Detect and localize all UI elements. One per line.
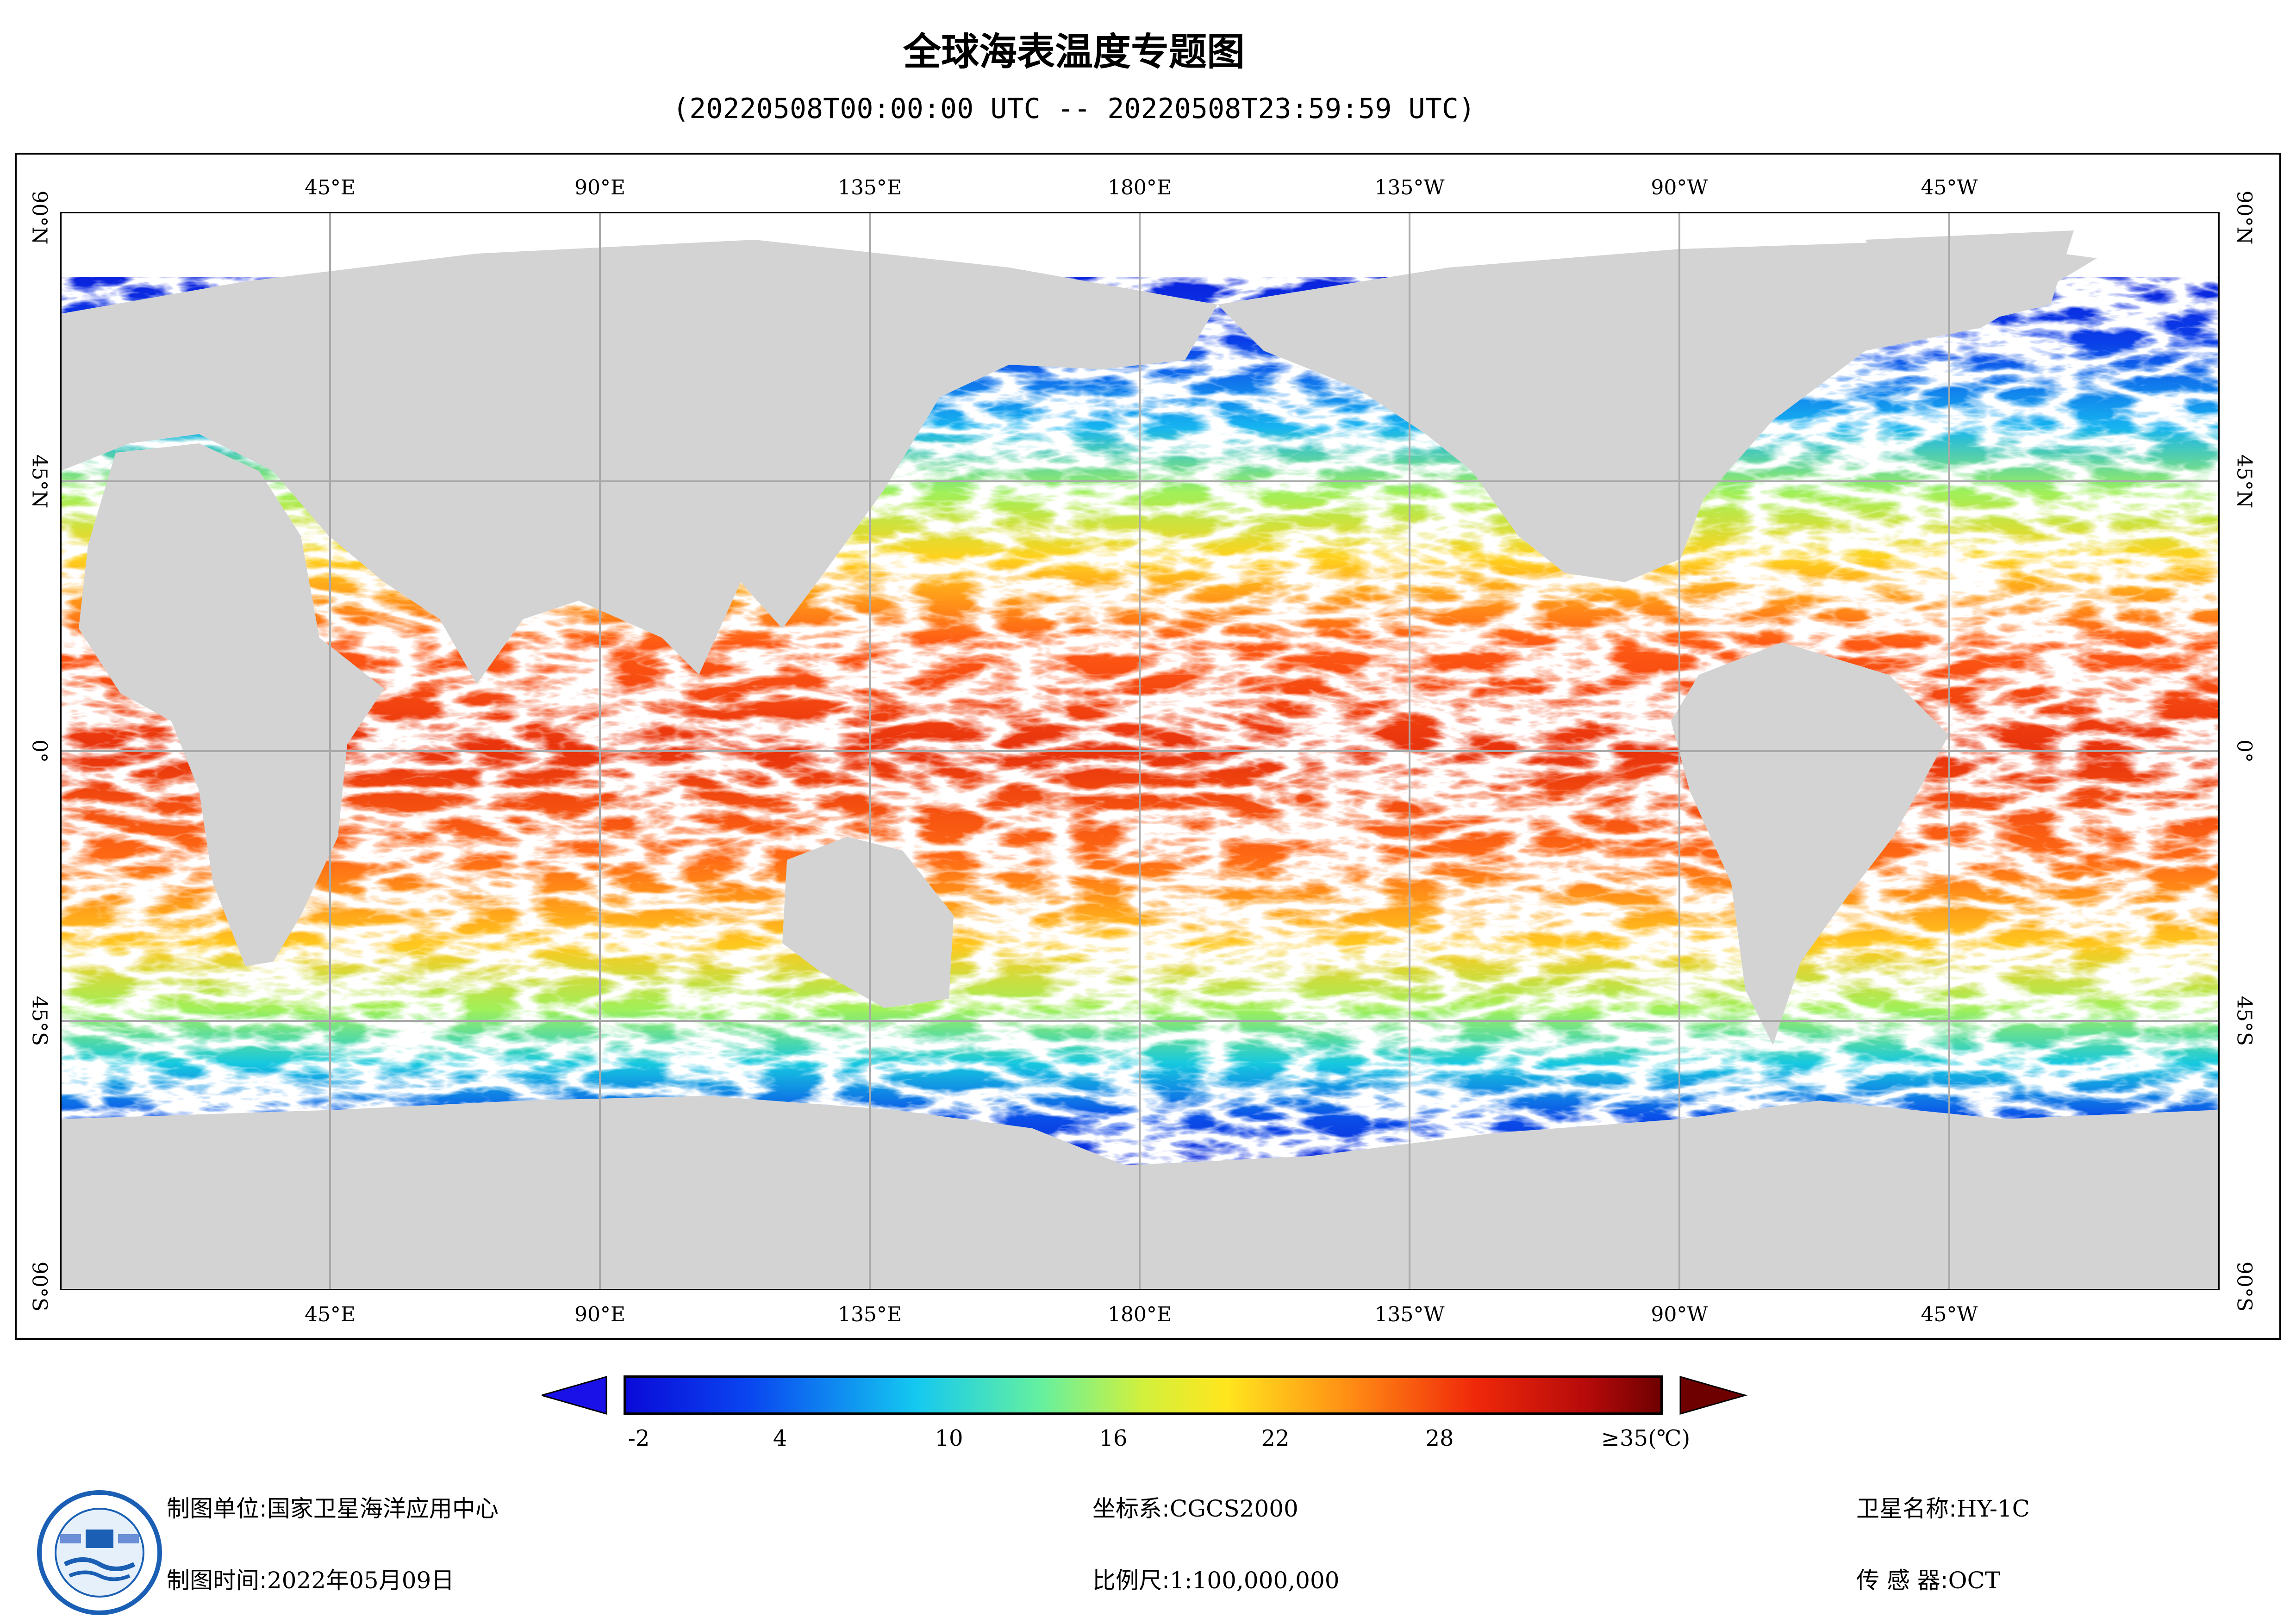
lon-tick-top-135e: 135°E	[837, 176, 902, 199]
lon-tick-top-45e: 45°E	[304, 176, 356, 199]
lat-tick-left-45n: 45°N	[27, 454, 51, 509]
lon-tick-bottom-90e: 90°E	[574, 1303, 626, 1326]
colorbar-label-neg2: -2	[628, 1425, 650, 1451]
land-south-america	[1671, 642, 1949, 1045]
colorbar-label-16: 16	[1099, 1425, 1128, 1451]
footer-scale-value: 1:100,000,000	[1169, 1567, 1340, 1594]
colorbar-label-22: 22	[1261, 1425, 1290, 1451]
lon-tick-bottom-180e: 180°E	[1107, 1303, 1172, 1326]
colorbar-label-35: ≥35(℃)	[1601, 1425, 1691, 1451]
lon-tick-top-90e: 90°E	[574, 176, 626, 199]
footer-unit-label: 制图单位:	[167, 1495, 267, 1522]
footer-sensor-value: OCT	[1948, 1567, 2001, 1594]
colorbar-high-arrow	[1679, 1376, 1748, 1415]
footer-time: 制图时间:2022年05月09日	[167, 1562, 454, 1595]
map-frame	[15, 153, 2281, 1340]
soa-satellite-ocean-center-logo	[37, 1490, 162, 1615]
land-eurasia	[60, 240, 1217, 684]
footer-scale-label: 比例尺:	[1092, 1567, 1170, 1594]
colorbar-gradient	[624, 1375, 1663, 1415]
lon-tick-top-180e: 180°E	[1107, 176, 1172, 199]
land-australia	[782, 837, 954, 1008]
colorbar-label-10: 10	[935, 1425, 963, 1451]
footer-time-label: 制图时间:	[167, 1567, 267, 1594]
sst-map	[60, 212, 2220, 1290]
lon-tick-bottom-135w: 135°W	[1374, 1303, 1445, 1326]
footer-time-value: 2022年05月09日	[267, 1567, 455, 1594]
land-greenland	[1866, 230, 2074, 332]
footer-scale: 比例尺:1:100,000,000	[1092, 1562, 1340, 1595]
land-north-america	[1217, 240, 2097, 582]
colorbar	[542, 1375, 1748, 1415]
lon-tick-bottom-45w: 45°W	[1921, 1303, 1978, 1326]
graticule	[60, 212, 2220, 1290]
footer-satellite-value: HY-1C	[1956, 1495, 2030, 1522]
footer-crs-label: 坐标系:	[1092, 1495, 1170, 1522]
lon-tick-bottom-90w: 90°W	[1651, 1303, 1708, 1326]
lat-tick-left-45s: 45°S	[27, 995, 51, 1046]
lat-tick-right-0: 0°	[2232, 740, 2256, 763]
map-title: 全球海表温度专题图	[903, 30, 1245, 74]
land	[60, 230, 2220, 1290]
colorbar-label-4: 4	[773, 1425, 787, 1451]
footer-satellite-label: 卫星名称:	[1856, 1495, 1957, 1522]
lat-tick-left-90s: 90°S	[27, 1261, 51, 1312]
footer-unit-value: 国家卫星海洋应用中心	[267, 1495, 499, 1522]
lat-tick-right-90n: 90°N	[2232, 190, 2256, 245]
lon-tick-top-135w: 135°W	[1374, 176, 1445, 199]
time-range-subtitle: (20220508T00:00:00 UTC -- 20220508T23:59…	[673, 93, 1475, 125]
lon-tick-bottom-135e: 135°E	[837, 1303, 902, 1326]
colorbar-label-28: 28	[1425, 1425, 1454, 1451]
footer-crs-value: CGCS2000	[1169, 1495, 1298, 1522]
lon-tick-top-90w: 90°W	[1651, 176, 1708, 199]
lat-tick-right-90s: 90°S	[2232, 1261, 2256, 1312]
land-africa	[79, 443, 384, 966]
lat-tick-right-45s: 45°S	[2232, 995, 2256, 1046]
footer-crs: 坐标系:CGCS2000	[1092, 1490, 1298, 1524]
footer-sensor: 传 感 器:OCT	[1856, 1562, 2000, 1595]
footer-unit: 制图单位:国家卫星海洋应用中心	[167, 1490, 499, 1524]
lon-tick-top-45w: 45°W	[1921, 176, 1978, 199]
footer-satellite: 卫星名称:HY-1C	[1856, 1490, 2030, 1524]
lat-tick-left-90n: 90°N	[27, 190, 51, 245]
lat-tick-left-0: 0°	[27, 740, 51, 763]
footer-sensor-label: 传 感 器:	[1856, 1567, 1948, 1594]
colorbar-low-arrow	[542, 1376, 607, 1415]
lon-tick-bottom-45e: 45°E	[304, 1303, 356, 1326]
lat-tick-right-45n: 45°N	[2232, 454, 2256, 509]
